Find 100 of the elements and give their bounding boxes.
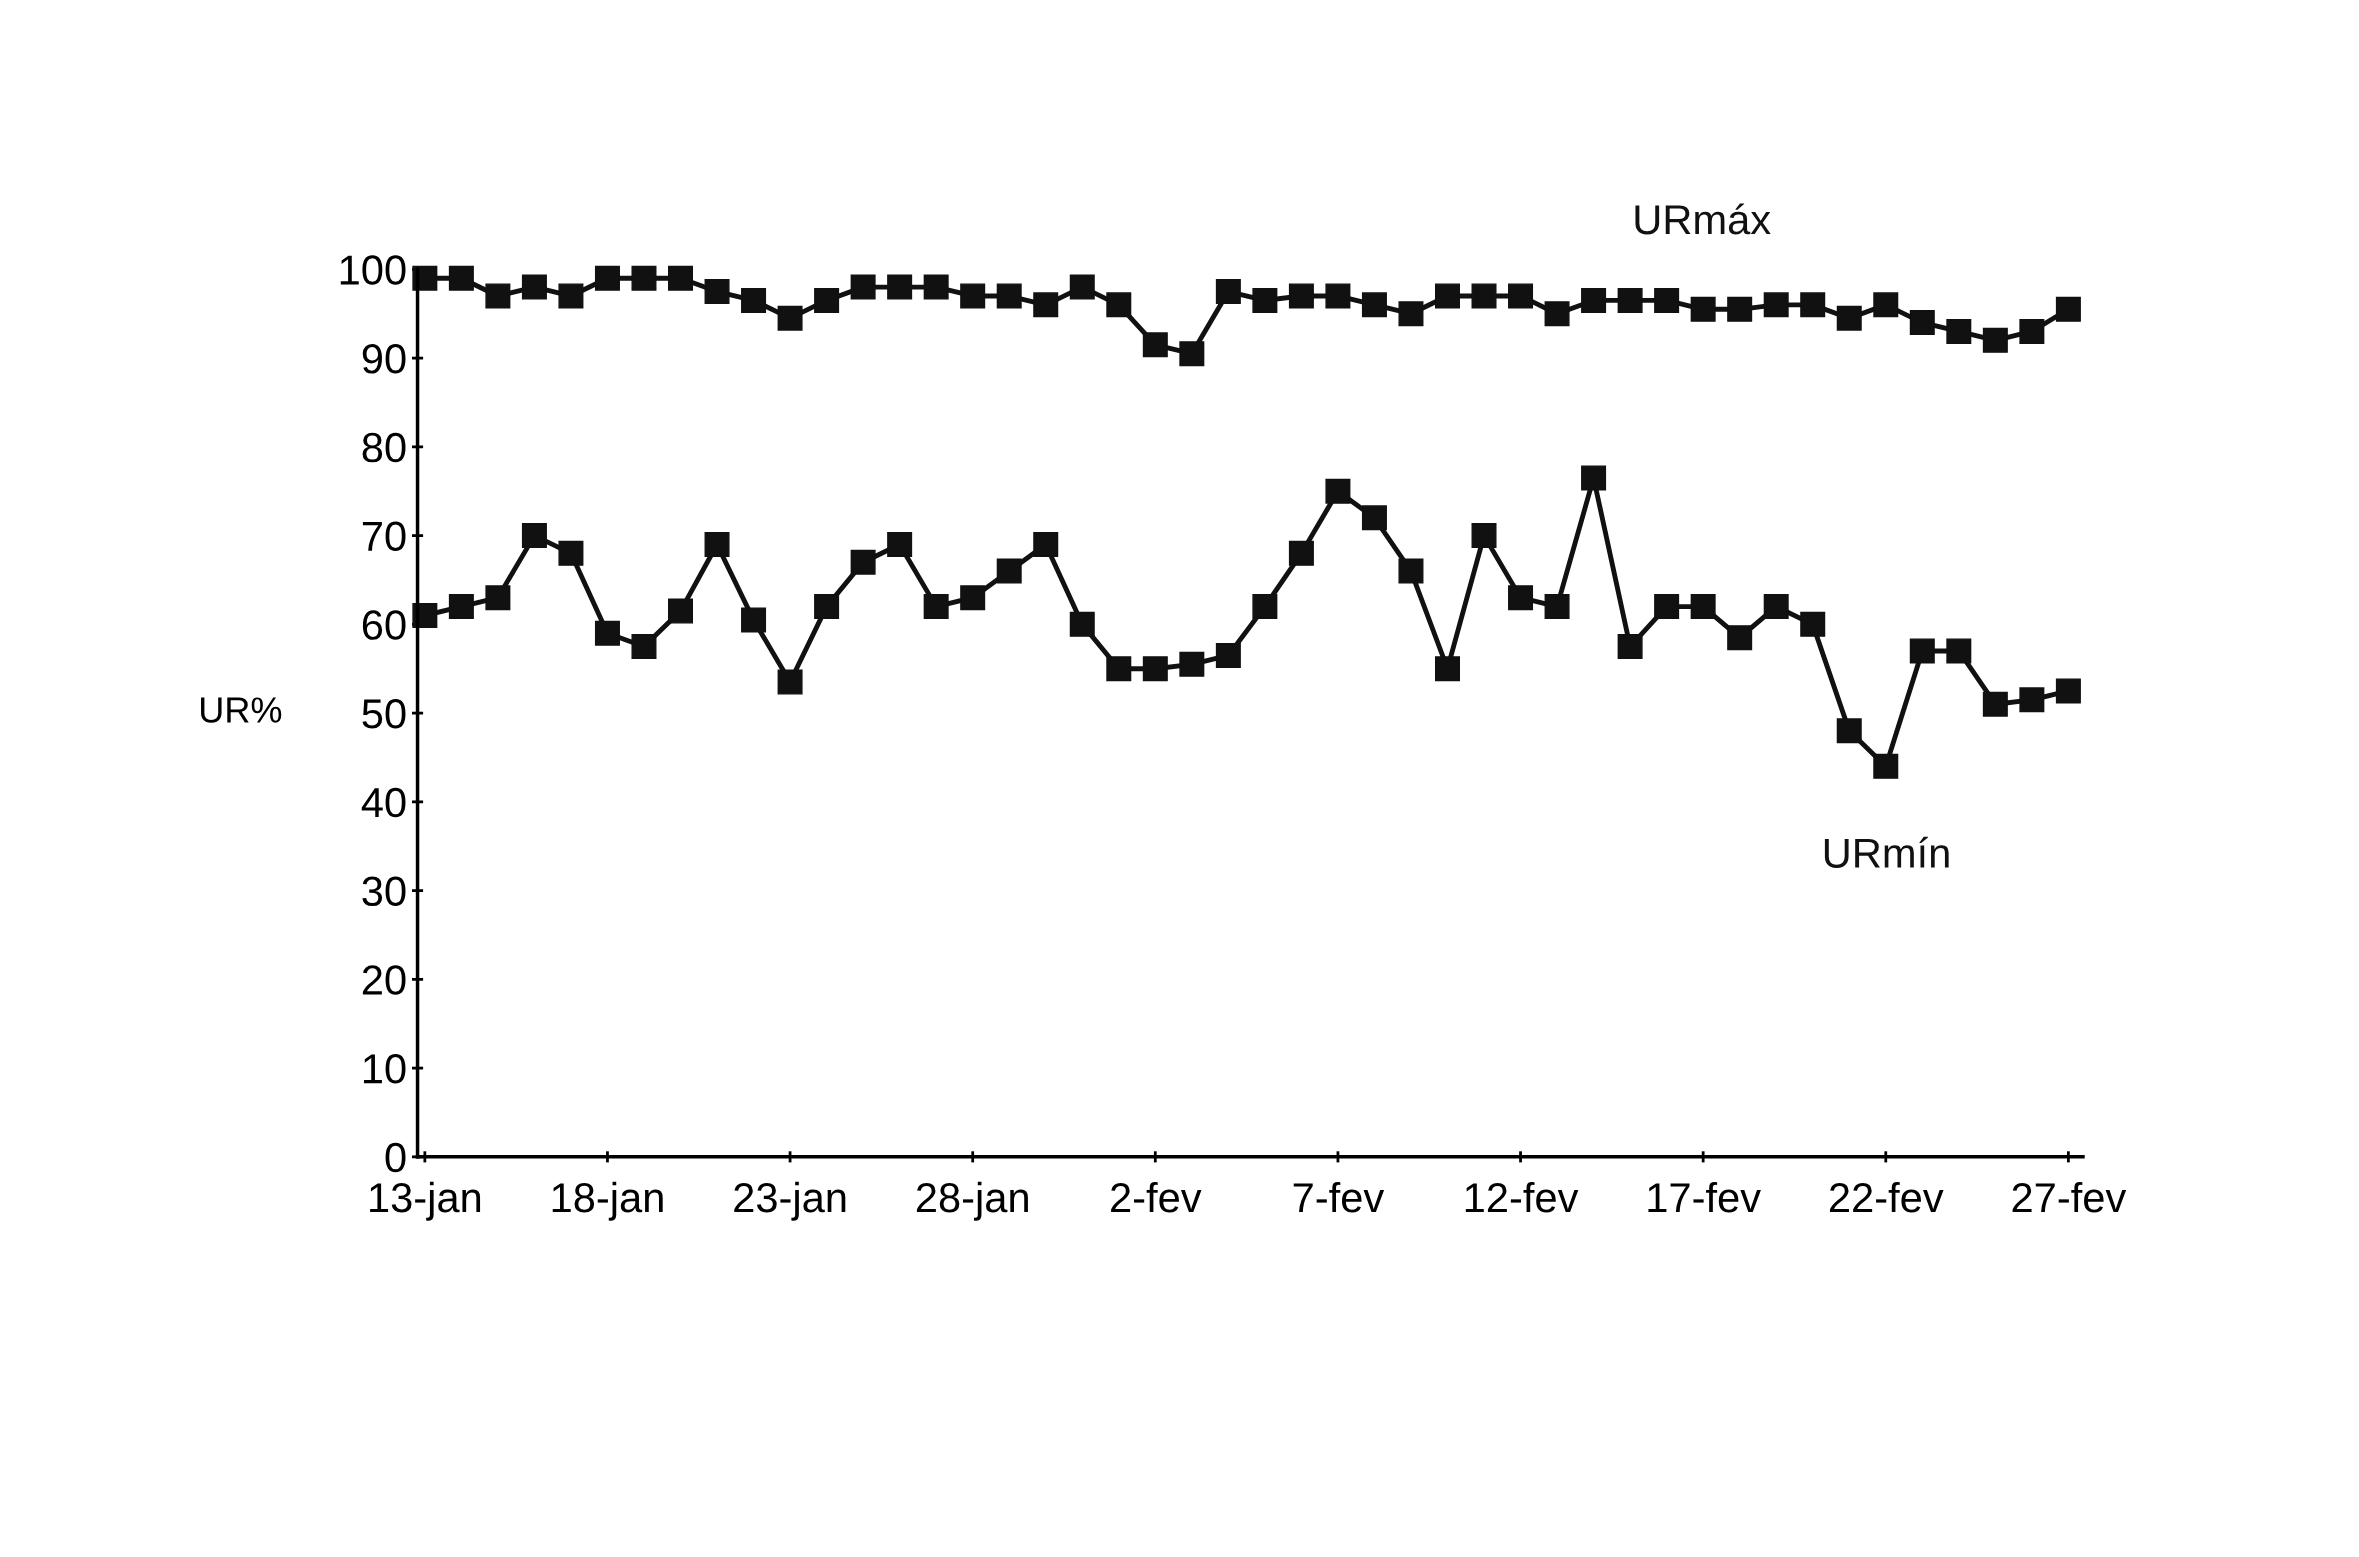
point	[1106, 656, 1132, 682]
x-tick-label: 13-jan	[370, 1181, 481, 1221]
point	[1581, 287, 1607, 313]
point	[412, 602, 438, 628]
point	[1982, 691, 2008, 717]
point	[850, 274, 876, 300]
point	[1581, 465, 1607, 491]
point	[814, 287, 840, 313]
point	[1800, 611, 1826, 637]
point	[850, 549, 876, 575]
y-tick-label: 90	[362, 344, 406, 374]
point	[2019, 318, 2045, 344]
point	[1142, 656, 1168, 682]
point	[485, 585, 511, 611]
point	[448, 594, 474, 620]
point	[1946, 638, 1972, 664]
x-tick-label: 12-fev	[1465, 1181, 1579, 1213]
y-tick-label: 100	[340, 255, 406, 285]
point	[1763, 594, 1789, 620]
y-tick-label: 40	[361, 787, 406, 818]
y-tick-label: 0	[385, 1142, 406, 1173]
point	[1873, 292, 1899, 318]
point	[1288, 540, 1314, 566]
point	[704, 531, 730, 557]
point	[1215, 279, 1241, 305]
x-tick-label: 18-jan	[552, 1181, 663, 1221]
point	[1508, 585, 1534, 611]
point	[1288, 283, 1314, 309]
point	[1398, 301, 1424, 327]
point	[2019, 687, 2045, 713]
point	[521, 523, 547, 549]
point	[1106, 292, 1132, 318]
point	[704, 279, 730, 305]
point	[1325, 283, 1351, 309]
point	[1800, 292, 1826, 318]
point	[1544, 594, 1570, 620]
point	[1654, 287, 1680, 313]
point	[996, 558, 1022, 584]
point	[1252, 594, 1278, 620]
point	[1836, 718, 1862, 744]
point	[960, 283, 986, 309]
series-label: URmáx	[1635, 203, 1771, 235]
y-axis-title: UR%	[201, 697, 282, 723]
point	[1873, 753, 1899, 779]
point	[485, 283, 511, 309]
x-tick-label: 28-jan	[916, 1181, 1028, 1221]
point	[1544, 301, 1570, 327]
y-tick-label: 80	[362, 432, 406, 463]
point	[923, 594, 949, 620]
point	[777, 305, 803, 331]
point	[1727, 296, 1753, 322]
point	[1617, 634, 1643, 660]
y-tick-label: 60	[362, 610, 406, 640]
x-tick-label: 2-fev	[1111, 1181, 1202, 1213]
point	[558, 283, 584, 309]
point	[1654, 594, 1680, 620]
point	[1325, 478, 1351, 504]
point	[887, 531, 913, 557]
point	[594, 265, 620, 291]
x-tick-label: 27-fev	[2012, 1181, 2127, 1213]
y-tick-label: 30	[362, 876, 406, 907]
point	[814, 594, 840, 620]
series-label: URmín	[1824, 836, 1949, 868]
point	[1471, 523, 1497, 549]
point	[668, 598, 694, 624]
point	[558, 540, 584, 566]
x-tick-label: 22-fev	[1829, 1181, 1944, 1213]
point	[1033, 531, 1059, 557]
point	[1434, 656, 1461, 682]
point	[521, 274, 547, 300]
point	[1033, 292, 1059, 318]
point	[412, 265, 438, 291]
point	[1252, 287, 1278, 313]
point	[1909, 310, 1935, 336]
point	[1982, 327, 2008, 353]
point	[1179, 341, 1205, 367]
point	[1946, 318, 1972, 344]
point	[1909, 638, 1935, 664]
point	[960, 585, 986, 611]
point	[887, 274, 913, 300]
point	[2055, 678, 2081, 704]
point	[923, 274, 949, 300]
point	[1179, 651, 1205, 677]
point	[1361, 505, 1387, 531]
point	[1727, 625, 1753, 651]
point	[1690, 296, 1716, 322]
y-tick-label: 10	[363, 1054, 406, 1084]
point	[1361, 292, 1387, 318]
point	[1617, 287, 1643, 313]
point	[1471, 283, 1497, 309]
point	[1763, 292, 1789, 318]
point	[594, 620, 620, 646]
point	[631, 634, 657, 660]
point	[1215, 642, 1241, 668]
point	[777, 669, 803, 695]
point	[448, 265, 474, 291]
point	[741, 607, 767, 633]
point	[1434, 283, 1461, 309]
point	[741, 287, 767, 313]
point	[1069, 274, 1095, 300]
